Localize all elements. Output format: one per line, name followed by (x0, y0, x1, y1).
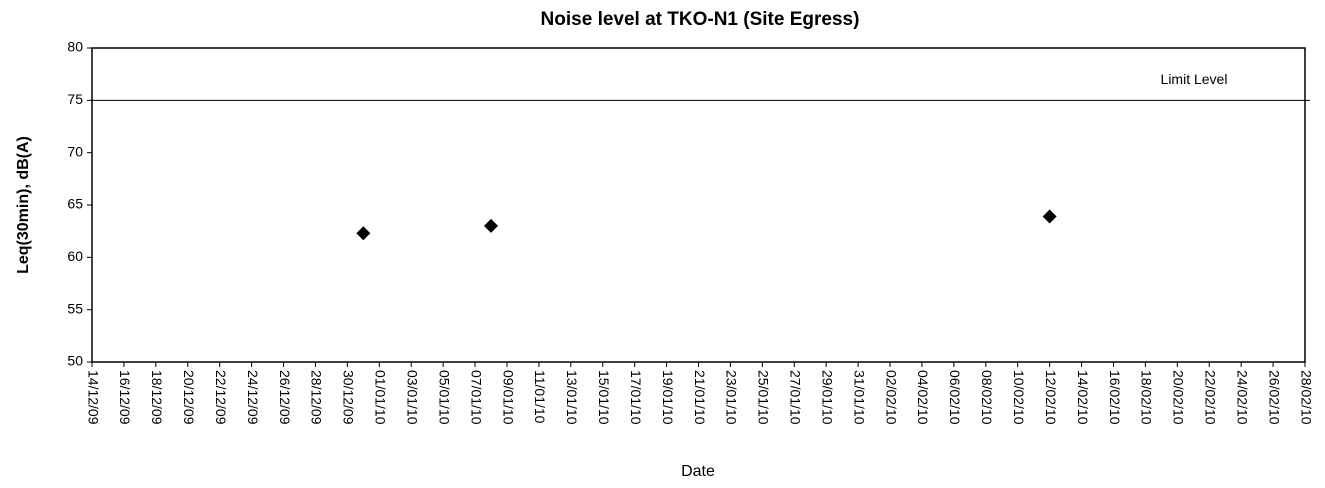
limit-label: Limit Level (1161, 71, 1228, 87)
x-tick-label: 10/02/10 (1011, 370, 1027, 425)
x-tick-label: 09/01/10 (500, 370, 516, 425)
x-tick-label: 16/12/09 (117, 370, 133, 425)
x-tick-label: 02/02/10 (883, 370, 899, 425)
x-tick-label: 07/01/10 (468, 370, 484, 425)
y-tick-label: 80 (67, 39, 83, 55)
x-tick-label: 13/01/10 (564, 370, 580, 425)
x-tick-label: 26/02/10 (1266, 370, 1282, 425)
x-tick-label: 22/02/10 (1203, 370, 1219, 425)
x-tick-label: 23/01/10 (724, 370, 740, 425)
y-tick-label: 50 (67, 353, 83, 369)
y-tick-label: 75 (67, 91, 83, 107)
x-tick-label: 28/12/09 (309, 370, 325, 425)
x-tick-label: 18/02/10 (1139, 370, 1155, 425)
chart-title: Noise level at TKO-N1 (Site Egress) (541, 9, 860, 30)
x-tick-label: 24/12/09 (245, 370, 261, 425)
y-tick-label: 60 (67, 248, 83, 264)
y-tick-label: 55 (67, 300, 83, 316)
x-tick-label: 21/01/10 (692, 370, 708, 425)
x-tick-label: 06/02/10 (947, 370, 963, 425)
data-point (356, 226, 371, 241)
x-tick-label: 20/12/09 (181, 370, 197, 425)
x-tick-label: 11/01/10 (532, 370, 548, 424)
y-tick-label: 70 (67, 143, 83, 159)
x-tick-label: 30/12/09 (341, 370, 357, 425)
x-tick-label: 01/01/10 (373, 370, 389, 425)
x-tick-label: 04/02/10 (915, 370, 931, 425)
x-tick-label: 24/02/10 (1234, 370, 1250, 425)
x-tick-label: 14/02/10 (1075, 370, 1091, 425)
x-tick-label: 25/01/10 (756, 370, 772, 425)
x-tick-label: 26/12/09 (277, 370, 293, 425)
x-tick-label: 12/02/10 (1043, 370, 1059, 425)
x-tick-label: 14/12/09 (85, 370, 101, 425)
y-tick-label: 65 (67, 196, 83, 212)
x-tick-label: 20/02/10 (1171, 370, 1187, 425)
x-tick-label: 15/01/10 (596, 370, 612, 425)
x-tick-label: 29/01/10 (819, 370, 835, 425)
x-tick-label: 18/12/09 (149, 370, 165, 425)
x-tick-label: 22/12/09 (213, 370, 229, 425)
data-point (484, 218, 499, 233)
x-tick-label: 08/02/10 (979, 370, 995, 425)
x-tick-label: 27/01/10 (788, 370, 804, 425)
x-tick-label: 28/02/10 (1298, 370, 1314, 425)
plot-area (91, 47, 1306, 363)
x-tick-label: 16/02/10 (1107, 370, 1123, 425)
x-tick-label: 31/01/10 (851, 370, 867, 425)
x-tick-label: 03/01/10 (405, 370, 421, 425)
data-point (1042, 209, 1057, 224)
x-tick-label: 19/01/10 (660, 370, 676, 425)
x-tick-label: 05/01/10 (436, 370, 452, 425)
y-axis-label: Leq(30min), dB(A) (15, 136, 32, 274)
x-tick-label: 17/01/10 (628, 370, 644, 425)
x-axis-label: Date (681, 463, 715, 480)
